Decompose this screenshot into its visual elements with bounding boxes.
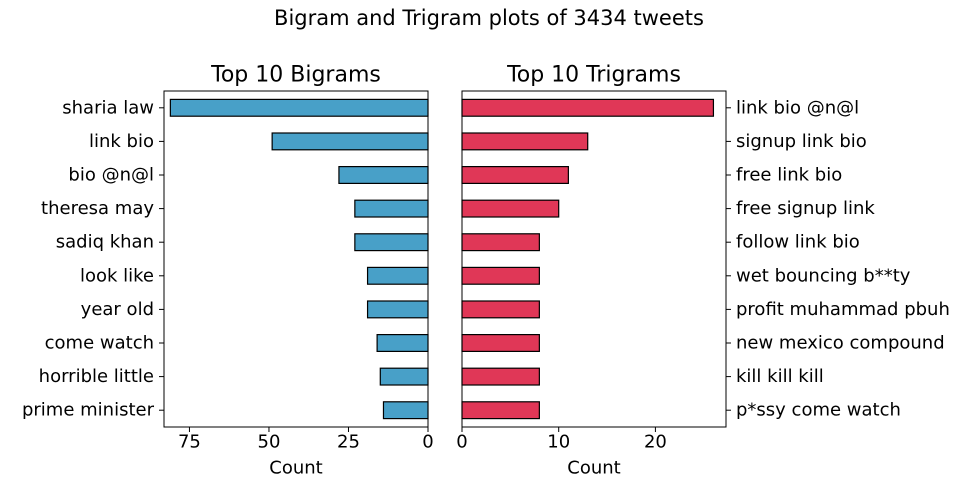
trigram-category-label: signup link bio [736, 131, 867, 152]
trigram-bar [461, 199, 560, 218]
trigram-title: Top 10 Trigrams [506, 63, 681, 88]
trigram-bar [461, 367, 540, 386]
bigram-category-label: theresa may [41, 198, 154, 219]
bigram-category-label: year old [81, 299, 154, 320]
bigram-bar [366, 266, 429, 285]
trigram-category-label: free link bio [736, 165, 842, 186]
bigram-category-label: link bio [89, 131, 154, 152]
trigram-bar [461, 266, 540, 285]
trigram-bar [461, 401, 540, 420]
bigram-bar [382, 401, 429, 420]
bigram-bar [366, 300, 429, 319]
bigram-title: Top 10 Bigrams [210, 63, 381, 88]
bigram-bar [376, 334, 429, 353]
bigram-bar [354, 233, 429, 252]
trigram-category-label: kill kill kill [736, 366, 824, 387]
trigram-category-label: follow link bio [736, 232, 860, 253]
trigram-category-label: p*ssy come watch [736, 400, 901, 421]
trigram-bar [461, 300, 540, 319]
trigram-category-label: profit muhammad pbuh [736, 299, 950, 320]
bigram-category-label: horrible little [39, 366, 154, 387]
trigram-xlabel: Count [567, 458, 620, 479]
bigram-category-label: bio @n@l [68, 165, 154, 186]
trigram-bar [461, 233, 540, 252]
bigram-category-label: sadiq khan [56, 232, 154, 253]
trigram-xtick-label: 0 [456, 432, 467, 453]
trigram-category-label: link bio @n@l [736, 97, 859, 118]
trigram-bar [461, 166, 569, 185]
trigram-category-label: new mexico compound [736, 333, 945, 354]
bigram-bar [338, 166, 429, 185]
bigram-category-label: come watch [45, 333, 154, 354]
bigram-xtick-label: 25 [337, 432, 360, 453]
bigram-xlabel: Count [269, 458, 322, 479]
bigram-bar [379, 367, 429, 386]
bigram-xtick-label: 50 [258, 432, 281, 453]
bigram-bar [354, 199, 429, 218]
bigram-axes-frame [163, 90, 429, 428]
bigram-bar [169, 98, 429, 117]
bigram-xtick-label: 75 [178, 432, 201, 453]
trigram-xtick-label: 20 [644, 432, 667, 453]
trigram-bar [461, 334, 540, 353]
trigram-category-label: wet bouncing b**ty [736, 265, 911, 286]
trigram-bar [461, 132, 589, 151]
bigram-category-label: prime minister [22, 400, 155, 421]
trigram-category-label: free signup link [736, 198, 875, 219]
trigram-xtick-label: 10 [547, 432, 570, 453]
trigram-axes-frame [461, 90, 727, 428]
bigram-bar [271, 132, 429, 151]
bigram-category-label: look like [80, 265, 154, 286]
trigram-bar [461, 98, 715, 117]
bigram-category-label: sharia law [62, 97, 154, 118]
figure-title: Bigram and Trigram plots of 3434 tweets [274, 6, 704, 30]
bigram-xtick-label: 0 [422, 432, 433, 453]
